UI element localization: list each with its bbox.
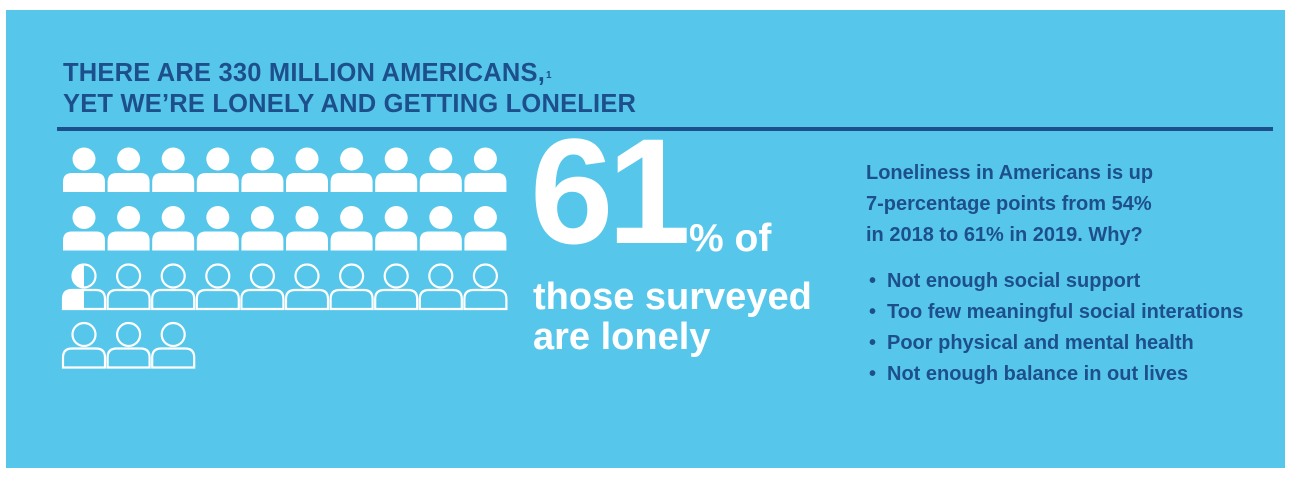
reason-item: Poor physical and mental health — [866, 328, 1286, 359]
stat-caption: those surveyed are lonely — [533, 277, 812, 357]
people-icon-grid-svg — [61, 147, 508, 369]
person-icon — [419, 206, 462, 251]
reasons-list: Not enough social support Too few meanin… — [866, 266, 1286, 390]
stat-caption-line-1: those surveyed — [533, 276, 812, 318]
person-icon — [419, 147, 462, 192]
person-icon — [61, 321, 107, 369]
people-icon-grid — [60, 144, 510, 384]
person-icon — [374, 263, 419, 311]
person-icon — [463, 263, 508, 311]
person-icon — [63, 206, 105, 251]
explanation-line-2: 7-percentage points from 54% — [866, 193, 1152, 215]
person-icon — [152, 147, 195, 192]
person-icon — [195, 263, 240, 311]
person-icon — [330, 206, 373, 251]
person-icon — [464, 206, 507, 251]
footnote-marker: 1 — [545, 70, 552, 81]
stat-caption-line-2: are lonely — [533, 316, 711, 358]
person-icon — [106, 263, 151, 311]
person-icon — [286, 206, 328, 251]
person-icon — [329, 263, 374, 311]
person-icon — [107, 147, 150, 192]
person-icon — [106, 321, 151, 369]
person-icon — [286, 147, 328, 192]
person-icon — [152, 206, 195, 251]
person-icon — [151, 321, 196, 369]
person-icon — [418, 263, 463, 311]
explanation-text: Loneliness in Americans is up 7-percenta… — [866, 158, 1286, 251]
person-icon — [375, 147, 418, 192]
divider-rule — [57, 127, 1273, 131]
headline-line-2: YET WE’RE LONELY AND GETTING LONELIER — [63, 90, 637, 118]
stat-suffix: % of — [689, 217, 772, 260]
person-icon — [61, 263, 107, 311]
reason-item: Not enough balance in out lives — [866, 359, 1286, 390]
person-icon — [240, 263, 285, 311]
person-icon-partial-fill — [63, 264, 84, 309]
explanation-line-3: in 2018 to 61% in 2019. Why? — [866, 224, 1143, 246]
person-icon — [151, 263, 196, 311]
reason-item: Too few meaningful social interations — [866, 297, 1286, 328]
headline-line-1: THERE ARE 330 MILLION AMERICANS,1 — [63, 59, 552, 87]
person-icon — [330, 147, 373, 192]
person-icon — [196, 147, 239, 192]
person-icon — [284, 263, 330, 311]
person-icon — [464, 147, 507, 192]
person-icon — [107, 206, 150, 251]
stat-value: 61 — [530, 107, 691, 275]
explanation-line-1: Loneliness in Americans is up — [866, 162, 1154, 184]
headline: THERE ARE 330 MILLION AMERICANS,1 YET WE… — [63, 58, 636, 120]
person-icon — [375, 206, 418, 251]
person-icon — [241, 147, 284, 192]
reason-item: Not enough social support — [866, 266, 1286, 297]
person-icon — [241, 206, 284, 251]
person-icon — [63, 147, 105, 192]
person-icon — [196, 206, 239, 251]
